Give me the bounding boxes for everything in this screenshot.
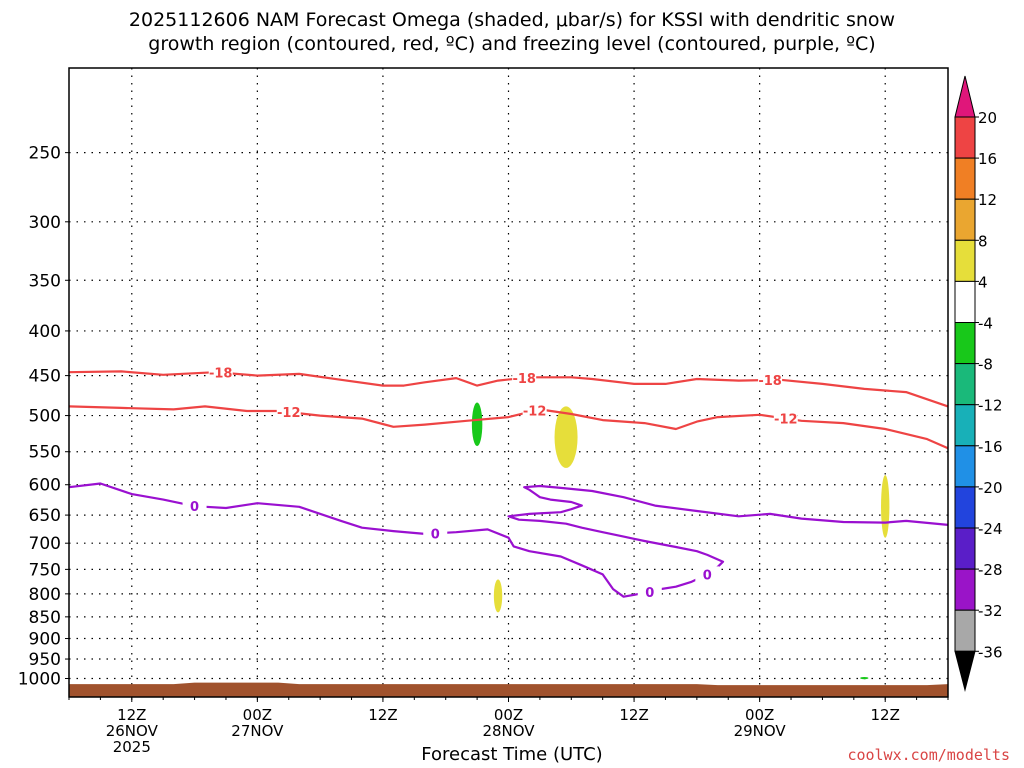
colorbar-label--24: -24 — [978, 520, 1003, 538]
omega-yellow-low — [493, 579, 503, 613]
y-tick-label-300: 300 — [29, 213, 61, 233]
colorbar-segment--32--28 — [954, 568, 976, 611]
y-tick-label-950: 950 — [29, 650, 61, 670]
y-tick-label-650: 650 — [29, 506, 61, 526]
colorbar-label--28: -28 — [978, 561, 1003, 579]
x-tick-label-0-1: 26NOV — [106, 722, 159, 740]
freezing-level-0-label: 0 — [645, 586, 654, 601]
dendritic-minus18-label: -18 — [758, 374, 782, 389]
colorbar-segment--16--12 — [954, 404, 976, 447]
colorbar-label-4: 4 — [978, 273, 988, 291]
freezing-level-0-label-bg — [695, 566, 720, 582]
omega-green-28nov — [471, 402, 483, 447]
site-credit: coolwx.com/modelts — [847, 746, 1010, 764]
plot-frame — [68, 67, 949, 698]
dendritic-minus12-label-bg — [276, 404, 301, 420]
x-tick-label-1-0: 00Z — [243, 706, 272, 724]
x-tick-label-0-2: 2025 — [113, 738, 151, 756]
y-tick-label-750: 750 — [29, 560, 61, 580]
freezing-level-0-label: 0 — [431, 527, 440, 542]
x-tick-label-5-1: 29NOV — [734, 722, 787, 740]
colorbar-segment-16-20 — [954, 116, 976, 159]
colorbar-segment-8-12 — [954, 198, 976, 241]
colorbar-label--32: -32 — [978, 602, 1003, 620]
colorbar-segment--8--4 — [954, 322, 976, 365]
colorbar-label--4: -4 — [978, 315, 993, 333]
y-tick-label-700: 700 — [29, 534, 61, 554]
y-tick-label-400: 400 — [29, 322, 61, 342]
y-tick-label-250: 250 — [29, 144, 61, 164]
y-tick-label-500: 500 — [29, 407, 61, 427]
colorbar-label--16: -16 — [978, 438, 1003, 456]
y-tick-label-800: 800 — [29, 585, 61, 605]
y-tick-label-850: 850 — [29, 608, 61, 628]
x-tick-label-3-0: 00Z — [494, 706, 523, 724]
dendritic-minus12-label: -12 — [523, 405, 547, 420]
dendritic-minus18-label-bg — [758, 372, 783, 388]
x-tick-label-2-0: 12Z — [368, 706, 397, 724]
colorbar-segment--24--20 — [954, 486, 976, 529]
chart-title-line-2: growth region (contoured, red, ºC) and f… — [148, 33, 876, 55]
y-tick-label-1000: 1000 — [18, 669, 61, 689]
x-tick-label-3-1: 28NOV — [482, 722, 535, 740]
dendritic-minus18-label-bg — [512, 369, 537, 385]
freezing-level-0-label-bg — [637, 583, 662, 599]
y-tick-label-900: 900 — [29, 630, 61, 650]
x-tick-label-1-1: 27NOV — [231, 722, 284, 740]
colorbar-segment--4-4 — [954, 280, 976, 323]
freezing-level-0-label-bg — [182, 498, 207, 514]
omega-yellow-29nov — [881, 475, 890, 538]
dendritic-minus12-label-bg — [773, 410, 798, 426]
colorbar-label--12: -12 — [978, 397, 1003, 415]
dendritic-minus18-label: -18 — [512, 372, 536, 387]
colorbar-segment--36--32 — [954, 609, 976, 652]
colorbar-label-8: 8 — [978, 232, 988, 250]
freezing-level-0-label: 0 — [703, 568, 712, 583]
colorbar-label-12: 12 — [978, 191, 997, 209]
colorbar-segment--28--24 — [954, 527, 976, 570]
dendritic-minus12-label: -12 — [277, 406, 301, 421]
x-tick-label-5-0: 00Z — [745, 706, 774, 724]
colorbar-segment-12-16 — [954, 157, 976, 200]
colorbar-label--8: -8 — [978, 356, 993, 374]
x-tick-label-4-0: 12Z — [619, 706, 648, 724]
y-tick-label-550: 550 — [29, 443, 61, 463]
dendritic-minus18-label-bg — [208, 364, 233, 380]
y-tick-label-600: 600 — [29, 476, 61, 496]
colorbar-top-arrow — [954, 75, 976, 118]
freezing-level-0-line — [68, 482, 949, 598]
dendritic-minus18-label: -18 — [209, 367, 233, 382]
colorbar-label--36: -36 — [978, 643, 1003, 661]
colorbar-segment--12--8 — [954, 363, 976, 406]
x-tick-label-0-0: 12Z — [117, 706, 146, 724]
freezing-level-0-label: 0 — [190, 500, 199, 515]
chart-title-line-1: 2025112606 NAM Forecast Omega (shaded, μ… — [128, 9, 896, 31]
colorbar-segment--20--16 — [954, 445, 976, 488]
y-tick-label-350: 350 — [29, 271, 61, 291]
colorbar-segment-4-8 — [954, 239, 976, 282]
omega-green-sfc — [860, 676, 869, 680]
dendritic-minus12-label: -12 — [774, 413, 798, 428]
colorbar-label-20: 20 — [978, 109, 997, 127]
colorbar-bottom-arrow — [954, 650, 976, 692]
dendritic-minus12-label-bg — [522, 402, 547, 418]
colorbar-label--20: -20 — [978, 479, 1003, 497]
x-tick-label-6-0: 12Z — [871, 706, 900, 724]
terrain-fill — [69, 682, 948, 697]
omega-yellow-28nov — [554, 406, 578, 468]
y-tick-label-450: 450 — [29, 367, 61, 387]
colorbar-label-16: 16 — [978, 150, 997, 168]
freezing-level-0-label-bg — [423, 525, 448, 541]
x-axis-label: Forecast Time (UTC) — [421, 744, 603, 765]
